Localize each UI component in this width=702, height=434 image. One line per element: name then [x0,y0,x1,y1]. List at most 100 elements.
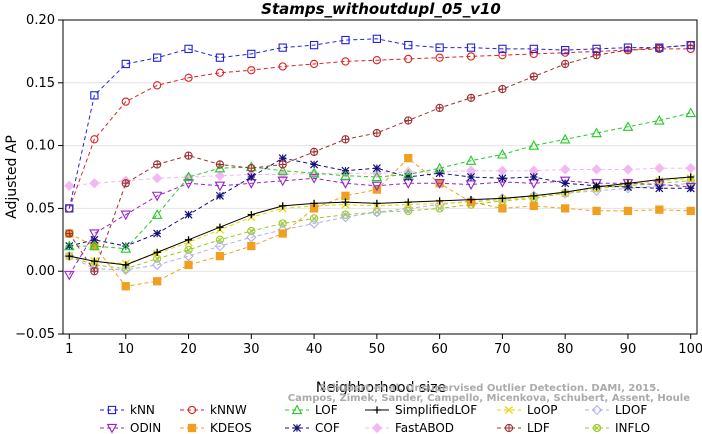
point-knnw [278,62,287,71]
point-kdeos [592,206,601,216]
point-odin [371,181,383,192]
chart-title: Stamps_withoutdupl_05_v10 [261,0,501,18]
point-inflo [341,210,350,219]
point-lof [465,155,477,165]
point-knn [655,43,664,52]
point-cof [561,179,570,188]
point-cof [215,191,224,200]
x-tick-label: 90 [620,342,637,357]
point-fastabod [654,163,665,174]
point-lof [308,167,320,178]
point-simplifiedlof [216,223,224,231]
point-odin [214,181,226,192]
legend-marker-fastabod [371,422,383,434]
point-lof [685,107,697,118]
point-knn [623,43,633,52]
legend-marker-knn [107,405,117,415]
point-knn [121,59,130,69]
legend-label-simplifiedlof: SimplifiedLOF [395,403,477,417]
point-ldf [466,93,476,103]
point-simplifiedlof [592,183,601,191]
point-ldf [372,128,382,138]
legend-label-ldof: LDOF [615,403,647,417]
point-knn [215,53,225,62]
y-tick-label: 0.20 [26,13,55,28]
point-ldof [246,232,257,243]
point-ldf [65,229,74,238]
point-ldof [64,250,75,262]
point-kdeos [404,154,413,163]
point-ldf [529,72,538,81]
point-cof [529,172,538,182]
x-tick-label: 10 [117,342,134,357]
series-line-knnw [68,48,691,209]
y-tick-label: −0.05 [15,327,55,342]
x-tick-label: 50 [369,342,386,357]
x-tick-label: 30 [243,342,260,357]
point-ldf [278,160,287,169]
series-line-odin [68,177,691,276]
point-kdeos [215,251,225,261]
legend-item-loop: LoOP [497,403,558,417]
point-lof [591,127,602,138]
point-fastabod [151,173,163,184]
point-ldf [121,179,130,188]
legend-item-ldof: LDOF [585,403,647,417]
point-simplifiedlof [655,175,663,184]
legend-item-knn: kNN [100,403,155,417]
point-lof [63,240,75,251]
point-kdeos [184,260,193,270]
point-knnw [309,59,319,69]
y-tick-label: 0.15 [26,76,55,91]
point-ldof [183,250,194,262]
point-knnw [341,57,350,66]
point-knnw [466,52,476,61]
x-tick-label: 80 [557,342,574,357]
point-knn [309,40,319,50]
point-cof [184,210,193,219]
point-cof [623,183,632,192]
point-lof [497,148,508,159]
point-simplifiedlof [561,188,569,196]
point-lof [622,121,634,131]
series-line-knn [68,38,691,209]
point-odin [151,191,163,202]
point-odin [277,176,289,187]
point-ldf [435,103,444,113]
point-knnw [404,54,413,64]
point-simplifiedlof [184,236,193,244]
series-ldf [65,40,695,276]
point-fastabod [560,164,571,175]
point-odin [183,179,194,189]
legend-marker-loop [504,405,514,415]
point-ldof [434,199,445,210]
point-odin [63,270,75,281]
point-knn [184,44,193,54]
series-line-lof [69,112,691,250]
point-kdeos [655,205,664,214]
y-tick-label: 0.05 [26,201,55,216]
point-fastabod [89,178,100,189]
series-layer [63,34,697,291]
point-fastabod [622,164,634,175]
point-ldof [120,264,131,276]
point-simplifiedlof [687,173,695,181]
x-tick-label: 70 [494,342,511,357]
point-cof [310,160,319,169]
point-knnw [247,66,256,75]
legend-item-inflo: INFLO [585,421,650,434]
point-simplifiedlof [404,198,412,206]
point-kdeos [529,201,538,211]
point-kdeos [247,241,256,251]
point-cof [372,164,381,173]
point-odin [685,182,697,193]
legend-item-cof: COF [285,421,340,434]
point-simplifiedlof [436,197,444,205]
series-knn [65,34,695,213]
legend-marker-inflo [592,423,602,433]
point-kdeos [278,229,287,238]
legend-marker-odin [106,423,118,434]
legend-marker-ldf [504,423,514,433]
y-tick-label: 0.10 [26,139,55,154]
